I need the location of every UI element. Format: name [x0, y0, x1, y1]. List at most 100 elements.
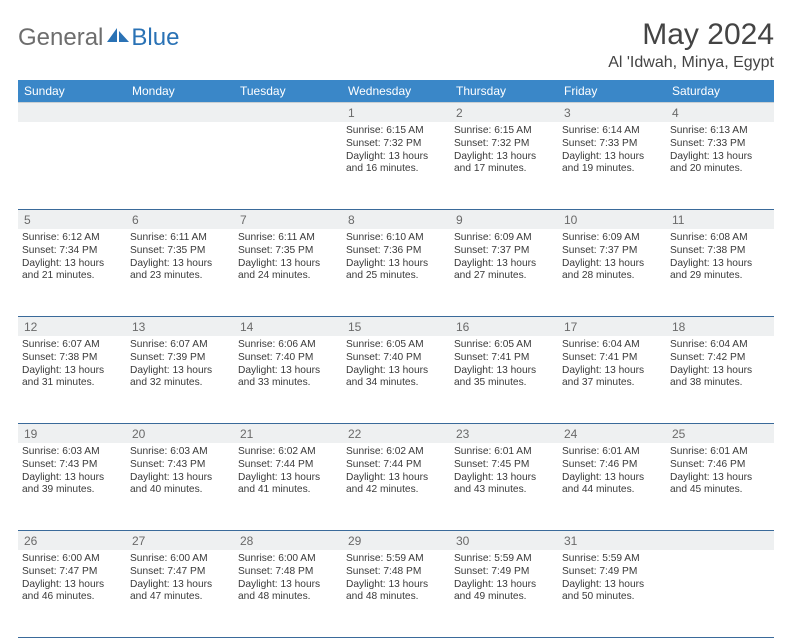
day-number: 14 — [234, 317, 342, 337]
day-number: 19 — [18, 424, 126, 444]
daynum-row: 19202122232425 — [18, 424, 774, 444]
week-row: Sunrise: 6:00 AM Sunset: 7:47 PM Daylight:… — [18, 550, 774, 638]
day-number — [126, 103, 234, 123]
sunrise-text: Sunrise: 6:01 AM — [454, 446, 554, 459]
daylight-text: Daylight: 13 hours and 45 minutes. — [670, 472, 770, 498]
sunset-text: Sunset: 7:33 PM — [562, 138, 662, 151]
day-cell: Sunrise: 6:07 AMSunset: 7:39 PMDaylight:… — [126, 336, 234, 424]
day-cell — [126, 122, 234, 210]
day-cell: Sunrise: 5:59 AMSunset: 7:49 PMDaylight:… — [558, 550, 666, 638]
day-number: 5 — [18, 210, 126, 230]
day-number: 12 — [18, 317, 126, 337]
sunset-text: Sunset: 7:45 PM — [454, 459, 554, 472]
daylight-text: Daylight: 13 hours and 46 minutes. — [22, 579, 122, 605]
sunrise-text: Sunrise: 6:15 AM — [346, 125, 446, 138]
day-number: 10 — [558, 210, 666, 230]
sunset-text: Sunset: 7:48 PM — [346, 566, 446, 579]
sunrise-text: Sunrise: 6:00 AM — [238, 553, 338, 566]
sunset-text: Sunset: 7:43 PM — [130, 459, 230, 472]
location-subtitle: Al 'Idwah, Minya, Egypt — [608, 54, 774, 72]
day-cell: Sunrise: 6:02 AMSunset: 7:44 PMDaylight:… — [342, 443, 450, 531]
sunset-text: Sunset: 7:49 PM — [562, 566, 662, 579]
logo-text-blue: Blue — [131, 24, 179, 52]
day-cell: Sunrise: 5:59 AMSunset: 7:48 PMDaylight:… — [342, 550, 450, 638]
sunrise-text: Sunrise: 6:13 AM — [670, 125, 770, 138]
sunrise-text: Sunrise: 6:05 AM — [454, 339, 554, 352]
daylight-text: Daylight: 13 hours and 19 minutes. — [562, 151, 662, 177]
day-number: 30 — [450, 531, 558, 551]
day-cell: Sunrise: 6:15 AMSunset: 7:32 PMDaylight:… — [342, 122, 450, 210]
sunrise-text: Sunrise: 6:03 AM — [22, 446, 122, 459]
day-number: 2 — [450, 103, 558, 123]
weekday-header-row: Sunday Monday Tuesday Wednesday Thursday… — [18, 80, 774, 103]
day-cell — [18, 122, 126, 210]
day-number: 29 — [342, 531, 450, 551]
sunset-text: Sunset: 7:32 PM — [454, 138, 554, 151]
day-cell: Sunrise: 6:04 AMSunset: 7:42 PMDaylight:… — [666, 336, 774, 424]
daylight-text: Daylight: 13 hours and 27 minutes. — [454, 258, 554, 284]
daynum-row: 567891011 — [18, 210, 774, 230]
day-cell: Sunrise: 6:11 AMSunset: 7:35 PMDaylight:… — [234, 229, 342, 317]
day-cell: Sunrise: 6:01 AMSunset: 7:46 PMDaylight:… — [666, 443, 774, 531]
weekday-header: Wednesday — [342, 80, 450, 103]
sunset-text: Sunset: 7:47 PM — [130, 566, 230, 579]
daylight-text: Daylight: 13 hours and 29 minutes. — [670, 258, 770, 284]
sunset-text: Sunset: 7:42 PM — [670, 352, 770, 365]
daylight-text: Daylight: 13 hours and 49 minutes. — [454, 579, 554, 605]
sunrise-text: Sunrise: 6:00 AM — [22, 553, 122, 566]
day-number: 1 — [342, 103, 450, 123]
sunrise-text: Sunrise: 6:15 AM — [454, 125, 554, 138]
daylight-text: Daylight: 13 hours and 40 minutes. — [130, 472, 230, 498]
weekday-header: Sunday — [18, 80, 126, 103]
day-cell: Sunrise: 6:03 AMSunset: 7:43 PMDaylight:… — [126, 443, 234, 531]
daylight-text: Daylight: 13 hours and 28 minutes. — [562, 258, 662, 284]
day-cell: Sunrise: 6:01 AMSunset: 7:46 PMDaylight:… — [558, 443, 666, 531]
day-number: 8 — [342, 210, 450, 230]
sunset-text: Sunset: 7:36 PM — [346, 245, 446, 258]
sunrise-text: Sunrise: 6:07 AM — [130, 339, 230, 352]
week-row: Sunrise: 6:03 AMSunset: 7:43 PMDaylight:… — [18, 443, 774, 531]
sunset-text: Sunset: 7:40 PM — [238, 352, 338, 365]
daylight-text: Daylight: 13 hours and 21 minutes. — [22, 258, 122, 284]
day-number: 26 — [18, 531, 126, 551]
weekday-header: Friday — [558, 80, 666, 103]
daylight-text: Daylight: 13 hours and 16 minutes. — [346, 151, 446, 177]
sunset-text: Sunset: 7:37 PM — [454, 245, 554, 258]
daylight-text: Daylight: 13 hours and 17 minutes. — [454, 151, 554, 177]
sunset-text: Sunset: 7:48 PM — [238, 566, 338, 579]
sunset-text: Sunset: 7:41 PM — [562, 352, 662, 365]
daylight-text: Daylight: 13 hours and 44 minutes. — [562, 472, 662, 498]
daylight-text: Daylight: 13 hours and 34 minutes. — [346, 365, 446, 391]
daynum-row: 262728293031 — [18, 531, 774, 551]
sunrise-text: Sunrise: 6:05 AM — [346, 339, 446, 352]
day-cell: Sunrise: 6:14 AMSunset: 7:33 PMDaylight:… — [558, 122, 666, 210]
sunset-text: Sunset: 7:33 PM — [670, 138, 770, 151]
day-cell — [234, 122, 342, 210]
daylight-text: Daylight: 13 hours and 23 minutes. — [130, 258, 230, 284]
sunset-text: Sunset: 7:35 PM — [130, 245, 230, 258]
day-number — [666, 531, 774, 551]
day-number: 31 — [558, 531, 666, 551]
sunrise-text: Sunrise: 6:11 AM — [130, 232, 230, 245]
sunset-text: Sunset: 7:34 PM — [22, 245, 122, 258]
week-row: Sunrise: 6:12 AMSunset: 7:34 PMDaylight:… — [18, 229, 774, 317]
day-cell: Sunrise: 6:13 AMSunset: 7:33 PMDaylight:… — [666, 122, 774, 210]
sunset-text: Sunset: 7:49 PM — [454, 566, 554, 579]
day-number: 25 — [666, 424, 774, 444]
week-row: Sunrise: 6:15 AMSunset: 7:32 PMDaylight:… — [18, 122, 774, 210]
sunrise-text: Sunrise: 6:09 AM — [454, 232, 554, 245]
daynum-row: 12131415161718 — [18, 317, 774, 337]
day-cell: Sunrise: 6:02 AMSunset: 7:44 PMDaylight:… — [234, 443, 342, 531]
day-number: 16 — [450, 317, 558, 337]
sunrise-text: Sunrise: 6:12 AM — [22, 232, 122, 245]
day-number: 23 — [450, 424, 558, 444]
daynum-row: 1234 — [18, 103, 774, 123]
day-number: 21 — [234, 424, 342, 444]
sunset-text: Sunset: 7:38 PM — [22, 352, 122, 365]
sunrise-text: Sunrise: 6:01 AM — [562, 446, 662, 459]
day-cell: Sunrise: 6:01 AMSunset: 7:45 PMDaylight:… — [450, 443, 558, 531]
logo-text-general: General — [18, 24, 103, 52]
weekday-header: Tuesday — [234, 80, 342, 103]
sunset-text: Sunset: 7:39 PM — [130, 352, 230, 365]
daylight-text: Daylight: 13 hours and 38 minutes. — [670, 365, 770, 391]
